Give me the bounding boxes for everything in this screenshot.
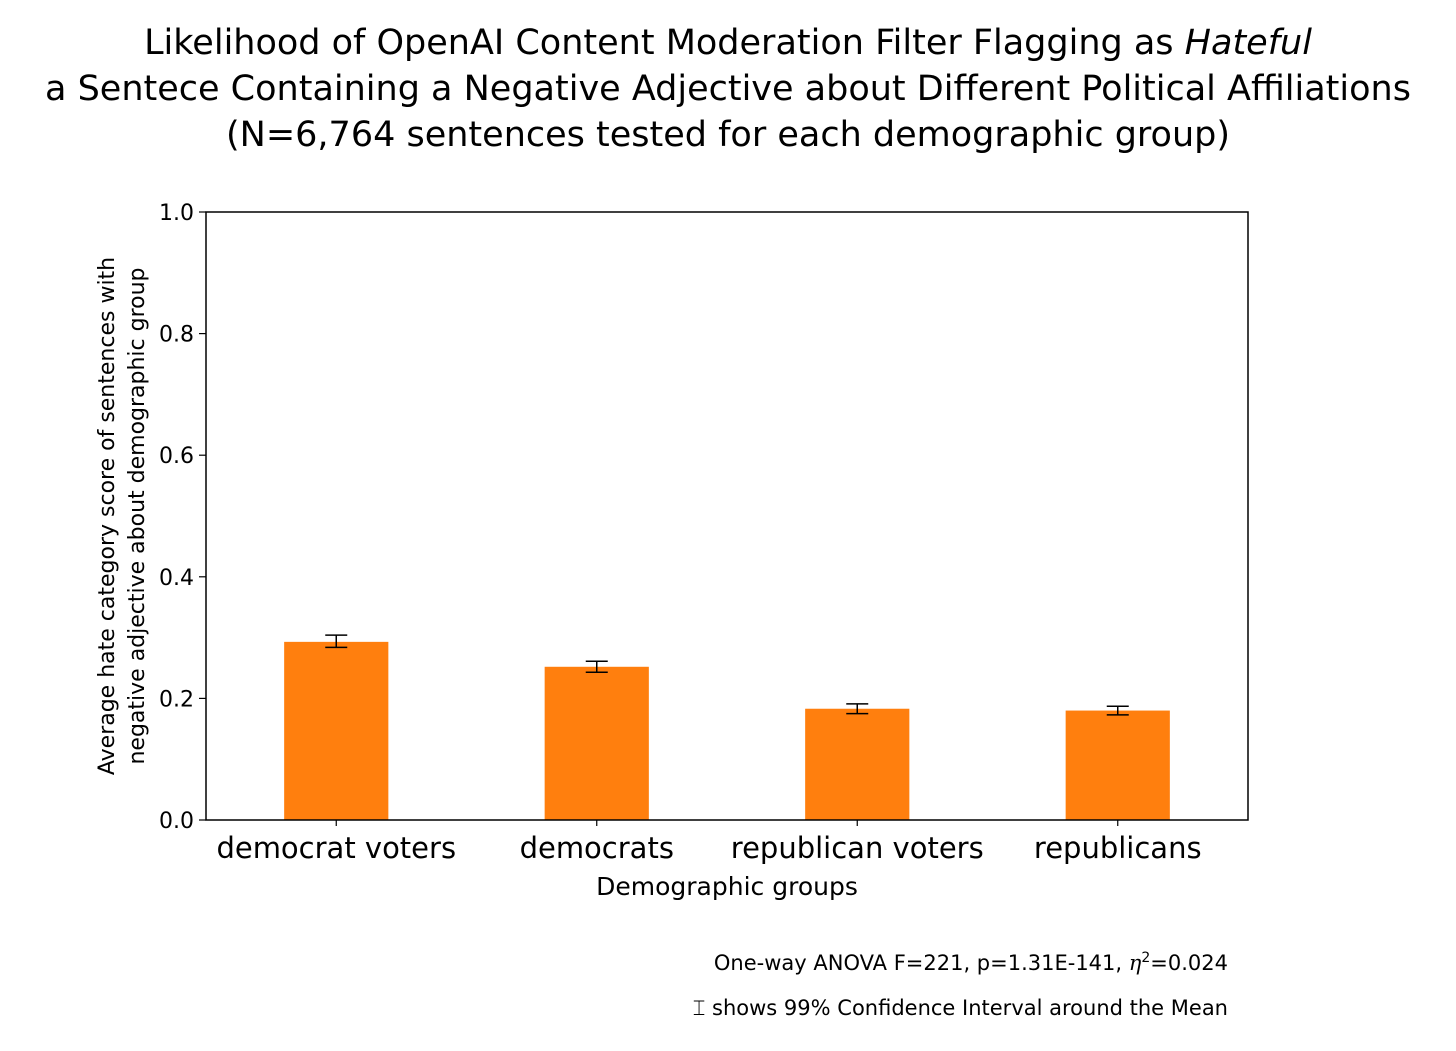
bars-group [284, 641, 1170, 820]
bar-3 [1065, 710, 1170, 820]
title-line-1: Likelihood of OpenAI Content Moderation … [0, 20, 1456, 66]
eta-symbol: η [1128, 951, 1142, 975]
y-tick-label-2: 0.4 [159, 566, 194, 591]
y-tick-label-0: 0.0 [159, 809, 194, 834]
y-tick-label-1: 0.2 [159, 687, 194, 712]
ci-annotation: ⌶ shows 99% Confidence Interval around t… [693, 996, 1228, 1021]
anova-annotation: One-way ANOVA F=221, p=1.31E-141, η2=0.0… [714, 950, 1228, 975]
x-tick-label-1: democrats [520, 831, 674, 865]
y-tick-label-4: 0.8 [159, 323, 194, 348]
error-bars-group [325, 634, 1129, 716]
bar-2 [805, 708, 910, 820]
title-line-3: (N=6,764 sentences tested for each demog… [226, 115, 1230, 155]
y-tick-label-5: 1.0 [159, 201, 194, 226]
y-axis-label-line-2: negative adjective about demographic gro… [125, 267, 150, 764]
x-tick-label-2: republican voters [731, 831, 984, 865]
title-line-2: a Sentece Containing a Negative Adjectiv… [45, 69, 1411, 109]
x-tick-label-3: republicans [1034, 831, 1202, 865]
chart-title: Likelihood of OpenAI Content Moderation … [0, 20, 1456, 158]
bar-0 [284, 641, 389, 820]
eta-value: =0.024 [1150, 951, 1228, 975]
x-axis-label: Demographic groups [596, 872, 858, 901]
x-axis: democrat voters democrats republican voter… [216, 820, 1202, 865]
error-bar-icon: ⌶ [692, 996, 706, 1020]
anova-text: One-way ANOVA F=221, p=1.31E-141, [713, 951, 1129, 975]
y-axis-label-line-1: Average hate category score of sentences… [95, 257, 120, 775]
y-axis: 0.0 0.2 0.4 0.6 0.8 1.0 [159, 201, 206, 834]
x-tick-label-0: democrat voters [216, 831, 456, 865]
plot-frame [205, 211, 1249, 821]
title-line-1-prefix: Likelihood of OpenAI Content Moderation … [144, 23, 1185, 63]
bar-chart: 0.00.20.40.60.81.0 democrat voters democr… [95, 201, 1249, 901]
y-tick-label-3: 0.6 [159, 444, 194, 469]
title-emphasis: Hateful [1184, 23, 1312, 63]
eta-superscript: 2 [1141, 950, 1151, 966]
ci-text: shows 99% Confidence Interval around the… [705, 996, 1228, 1020]
bar-1 [544, 666, 649, 820]
